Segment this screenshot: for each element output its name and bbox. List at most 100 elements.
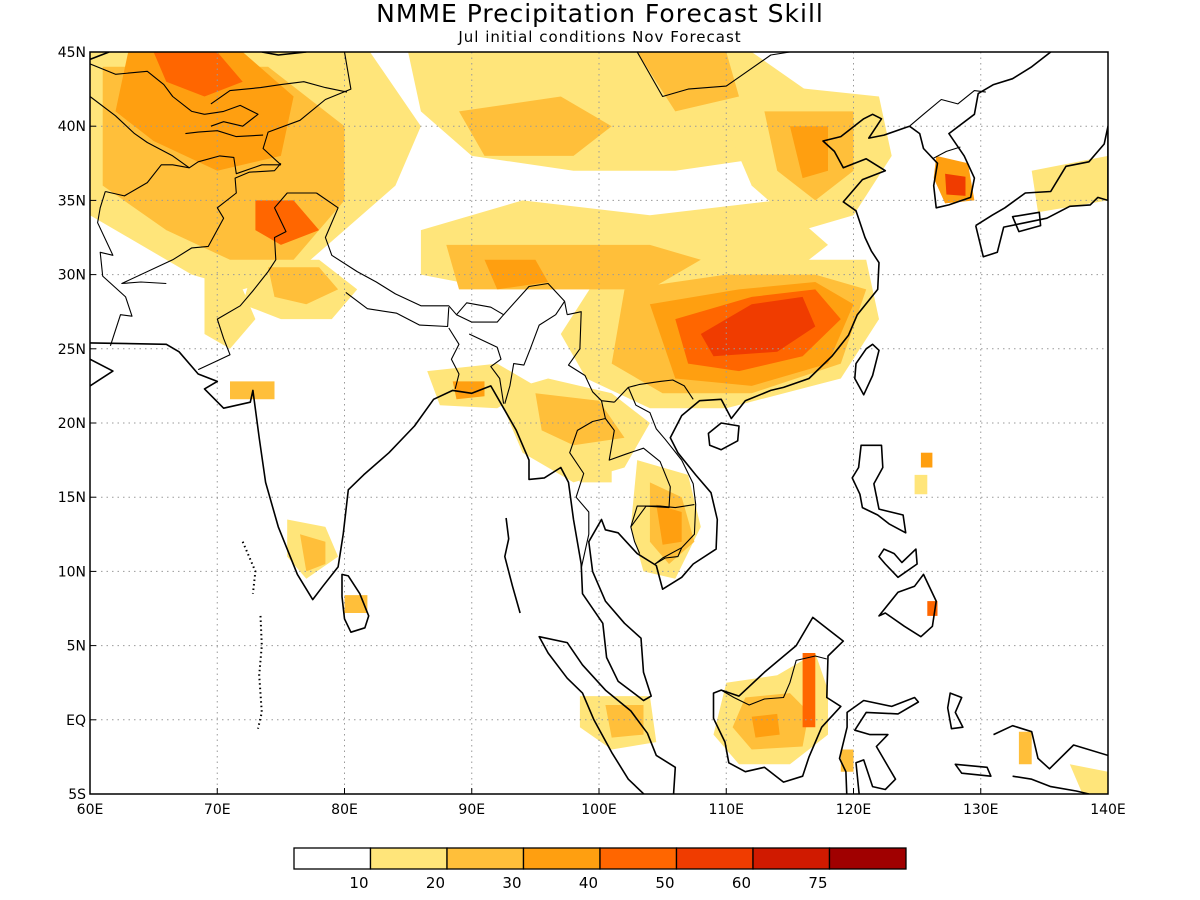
colorbar-label: 20 — [426, 874, 445, 892]
skill-region-luzon — [920, 452, 933, 468]
lat-tick-label: 20N — [58, 416, 86, 432]
colorbar-swatch — [752, 847, 831, 870]
coastline-sumatra — [538, 635, 677, 794]
lon-tick-label: 130E — [963, 802, 999, 818]
coastline-balkhash — [261, 52, 307, 56]
lat-tick-label: 40N — [58, 119, 86, 135]
coastline-halmahera — [946, 692, 964, 730]
border-myanmar-thailand — [569, 400, 606, 569]
border-nepal-bhutan — [345, 291, 450, 328]
skill-region-tarim-inner — [459, 96, 612, 156]
coastline-sri-lanka — [341, 573, 370, 634]
border-cambodia-vn — [654, 547, 683, 565]
skill-region-luzon-2 — [914, 474, 928, 495]
skill-region-kashmir-core — [255, 200, 320, 245]
lat-tick-label: EQ — [66, 713, 86, 729]
skill-region-nw-india-2 — [268, 267, 339, 305]
country-borders — [90, 52, 986, 706]
lat-tick-label: 5N — [67, 639, 86, 655]
border-kazakh-uzbek — [90, 63, 205, 115]
coastline-maldives — [257, 615, 263, 729]
skill-region-kazakh-core — [153, 52, 243, 97]
gridlines — [90, 52, 1108, 794]
coastline-borneo — [712, 616, 845, 783]
lat-tick-label: 5S — [68, 787, 86, 803]
border-china-korea — [909, 90, 986, 127]
lat-tick-label: 10N — [58, 564, 86, 580]
lon-tick-label: 110E — [708, 802, 744, 818]
colorbar-label: 30 — [502, 874, 521, 892]
border-mongolia-china-east — [636, 52, 790, 98]
skill-region-japan — [1031, 155, 1108, 213]
skill-region-south-china-5 — [700, 296, 816, 357]
lon-tick-label: 140E — [1090, 802, 1126, 818]
colorbar-swatch — [522, 847, 601, 870]
border-cambodia — [630, 504, 695, 528]
border-uzbek-turkmen — [90, 96, 190, 169]
border-tajik — [185, 130, 264, 138]
lat-tick-label: 35N — [58, 193, 86, 209]
border-india-myanmar — [504, 300, 566, 404]
skill-region-new-guinea — [1018, 731, 1032, 765]
skill-region-mongolia-inner — [637, 52, 739, 112]
coastline-arabia-coast — [90, 358, 114, 387]
colorbar-label: 40 — [579, 874, 598, 892]
skill-region-korea-core — [945, 173, 966, 196]
lon-tick-label: 90E — [458, 802, 485, 818]
border-uzbek-kyrgyz — [204, 104, 259, 127]
border-afghanistan-pakistan — [121, 162, 282, 285]
coastline-kyushu-honshu — [974, 125, 1108, 258]
colorbar: 10 20 30 40 50 60 75 — [293, 847, 907, 892]
lon-tick-label: 60E — [77, 802, 104, 818]
skill-region-south-india-2 — [300, 534, 326, 572]
colorbar-swatch — [599, 847, 678, 870]
coastline-caspian-aral — [90, 52, 110, 61]
chart-title: NMME Precipitation Forecast Skill — [376, 0, 824, 28]
coastline-visayas — [878, 548, 918, 579]
skill-region-sulawesi — [840, 749, 854, 772]
border-kyrgyz-kazakh — [210, 81, 348, 105]
coastline-sulawesi — [838, 696, 920, 794]
border-pakistan-iran — [97, 191, 133, 346]
border-korea-dmz — [932, 146, 961, 160]
skill-region-tibet-core — [484, 259, 549, 290]
lon-tick-label: 100E — [581, 802, 617, 818]
border-malaysia-borneo — [720, 655, 827, 706]
border-india-bangladesh — [448, 327, 460, 390]
skill-region-indochina-3 — [656, 504, 682, 545]
lon-tick-label: 70E — [204, 802, 231, 818]
colorbar-label: 50 — [655, 874, 674, 892]
skill-shading — [90, 52, 1108, 794]
coastline-taiwan — [853, 343, 880, 396]
skill-region-north-china-3 — [789, 126, 828, 179]
border-myanmar-china — [567, 311, 615, 403]
skill-region-borneo-east — [802, 653, 816, 728]
border-india-bangladesh-east — [468, 333, 505, 404]
coastline-luzon — [851, 444, 907, 534]
lon-tick-label: 120E — [836, 802, 872, 818]
lat-tick-label: 25N — [58, 342, 86, 358]
skill-region-new-guinea-east — [1069, 764, 1108, 794]
colorbar-swatch — [675, 847, 754, 870]
coastlines — [90, 52, 1108, 794]
coastline-mindanao — [878, 573, 938, 638]
colorbar-label: 60 — [732, 874, 751, 892]
chart-subtitle: Jul initial conditions Nov Forecast — [458, 28, 742, 46]
colorbar-swatch — [369, 847, 448, 870]
lon-tick-label: 80E — [331, 802, 358, 818]
colorbar-swatch — [446, 847, 525, 870]
border-china-kazakh — [262, 52, 352, 166]
colorbar-swatch — [828, 847, 907, 870]
coastline-shikoku — [1011, 211, 1042, 233]
skill-region-sumatra-2 — [605, 705, 644, 738]
lat-tick-label: 45N — [58, 45, 86, 61]
coastline-hainan — [707, 422, 740, 451]
axis-ticks: 60E 70E 80E 90E 100E 110E 120E 130E 140E 45N 40N 35… — [58, 45, 1126, 818]
lat-tick-label: 15N — [58, 490, 86, 506]
border-laos-thai-viet — [604, 418, 671, 554]
coastline-new-guinea-south — [1012, 775, 1090, 794]
skill-region-bangladesh-core — [452, 381, 485, 400]
border-laos-vietnam — [627, 387, 697, 565]
colorbar-label: 10 — [349, 874, 368, 892]
